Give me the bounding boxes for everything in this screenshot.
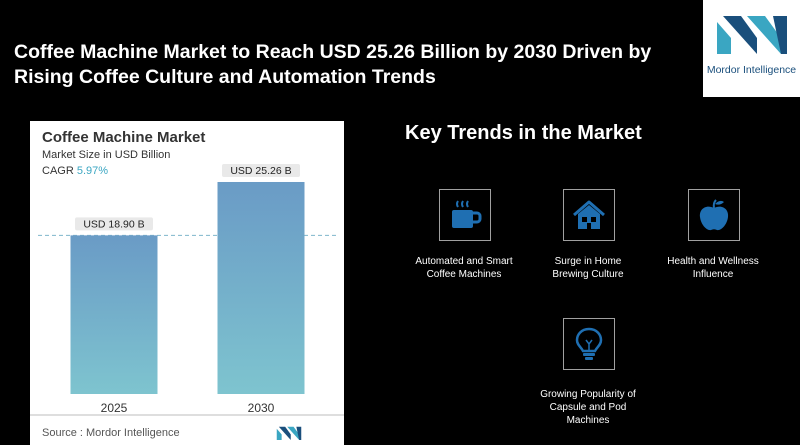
trend-icon-box-0 bbox=[439, 189, 491, 241]
trends-title: Key Trends in the Market bbox=[405, 122, 642, 144]
data-label-2025: USD 18.90 B bbox=[83, 218, 144, 230]
cagr-line: CAGR 5.97% bbox=[42, 165, 108, 177]
logo-text: Mordor Intelligence bbox=[706, 64, 797, 76]
trend-label-3: Growing Popularity of Capsule and Pod Ma… bbox=[540, 389, 636, 426]
cagr-value: 5.97% bbox=[76, 165, 109, 177]
house-icon bbox=[573, 200, 605, 229]
chart-source: Source : Mordor Intelligence bbox=[42, 427, 180, 439]
data-label-bg-2025 bbox=[75, 217, 153, 231]
trend-label-0: Automated and Smart Coffee Machines bbox=[415, 256, 513, 280]
trend-label-1: Surge in Home Brewing Culture bbox=[552, 256, 624, 280]
mini-logo-icon bbox=[276, 426, 302, 440]
cagr-label: CAGR bbox=[42, 165, 74, 177]
headline: Coffee Machine Market to Reach USD 25.26… bbox=[14, 41, 652, 88]
trend-label-2: Health and Wellness Influence bbox=[667, 256, 759, 280]
data-label-bg-2030 bbox=[222, 163, 300, 177]
apple-icon bbox=[699, 199, 729, 231]
bar-chart: USD 18.90 B 2025 USD 25.26 B 2030 bbox=[30, 163, 344, 416]
chart-card: USD 18.90 B 2025 USD 25.26 B 2030 Coffee Ma… bbox=[30, 121, 344, 445]
logo-mark-icon bbox=[717, 16, 787, 54]
data-label-2030: USD 25.26 B bbox=[230, 165, 291, 177]
coffee-cup-icon bbox=[452, 200, 482, 228]
x-tick-label-2025: 2025 bbox=[101, 401, 128, 415]
mordor-intelligence-logo: Mordor Intelligence bbox=[703, 0, 800, 97]
bar-2025 bbox=[70, 235, 158, 394]
trend-icon-box-2 bbox=[688, 189, 740, 241]
chart-title: Coffee Machine Market bbox=[42, 129, 206, 146]
lightbulb-icon bbox=[575, 327, 603, 360]
chart-subtitle: Market Size in USD Billion bbox=[42, 149, 171, 161]
x-tick-label-2030: 2030 bbox=[248, 401, 275, 415]
trend-icon-box-1 bbox=[563, 189, 615, 241]
trend-icon-box-3 bbox=[563, 318, 615, 370]
bar-2030 bbox=[217, 181, 305, 394]
